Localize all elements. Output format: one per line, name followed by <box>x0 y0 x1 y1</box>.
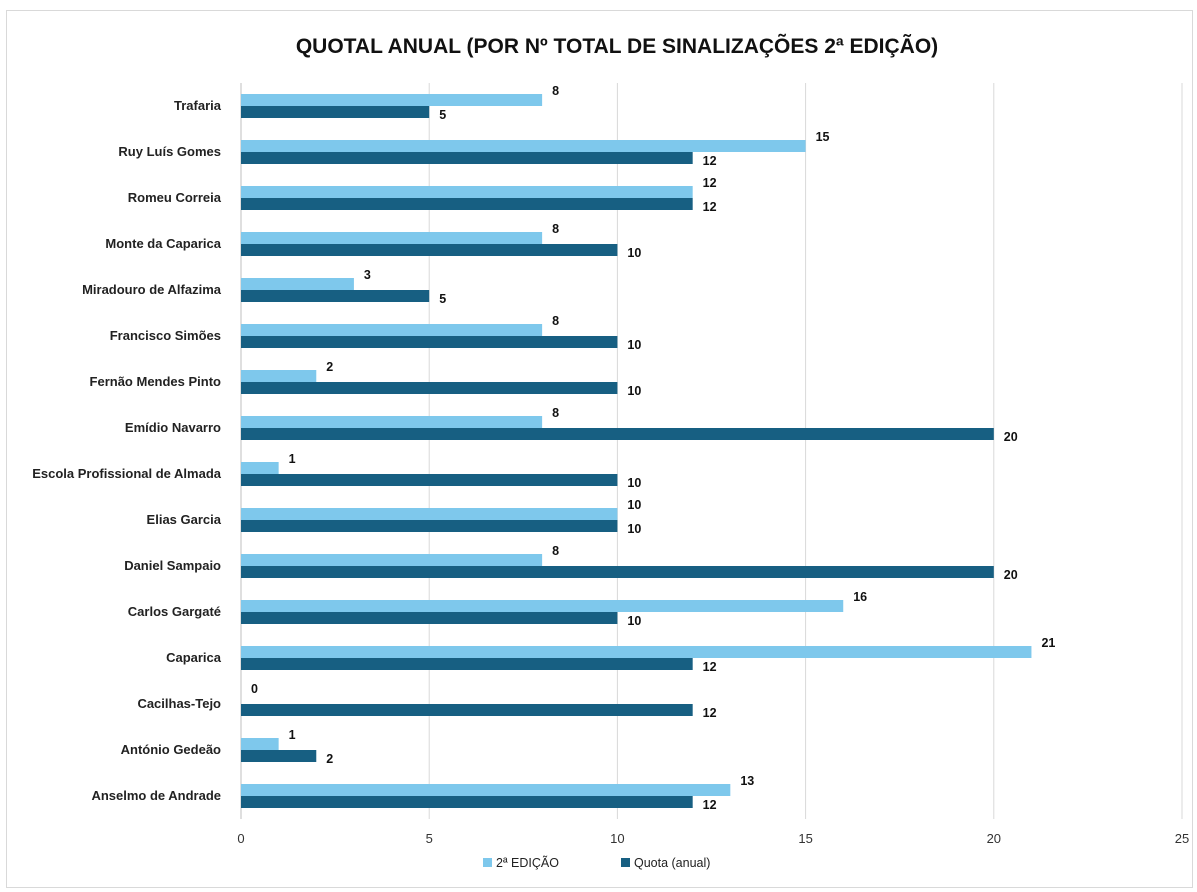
bar-2a-edicao <box>241 554 543 566</box>
category-label: Cacilhas-Tejo <box>137 696 221 711</box>
category-label: Anselmo de Andrade <box>91 788 221 803</box>
legend-swatch <box>483 858 492 867</box>
data-label: 8 <box>552 406 559 420</box>
bar-quota-anual <box>241 428 994 440</box>
legend-label: Quota (anual) <box>634 856 710 870</box>
data-label: 2 <box>326 752 333 766</box>
data-label: 8 <box>552 544 559 558</box>
bar-quota-anual <box>241 566 994 578</box>
data-label: 20 <box>1004 430 1018 444</box>
bar-quota-anual <box>241 796 693 808</box>
data-label: 12 <box>703 660 717 674</box>
data-label: 5 <box>439 292 446 306</box>
x-tick-label-20: 20 <box>987 831 1001 846</box>
bar-quota-anual <box>241 290 430 302</box>
category-label: Francisco Simões <box>110 328 221 343</box>
data-label: 10 <box>627 476 641 490</box>
data-label: 10 <box>627 246 641 260</box>
bar-2a-edicao <box>241 784 731 796</box>
category-label: Daniel Sampaio <box>124 558 221 573</box>
data-label: 10 <box>627 614 641 628</box>
bar-2a-edicao <box>241 508 618 520</box>
legend: 2ª EDIÇÃO Quota (anual) <box>483 856 710 870</box>
data-label: 5 <box>439 108 446 122</box>
bar-2a-edicao <box>241 738 279 750</box>
chart-title: QUOTAL ANUAL (POR Nº TOTAL DE SINALIZAÇÕ… <box>296 34 938 58</box>
category-label: Ruy Luís Gomes <box>118 144 221 159</box>
data-label: 1 <box>289 452 296 466</box>
category-label: Trafaria <box>174 98 222 113</box>
chart-container: QUOTAL ANUAL (POR Nº TOTAL DE SINALIZAÇÕ… <box>6 10 1193 888</box>
bar-2a-edicao <box>241 232 543 244</box>
bar-quota-anual <box>241 612 618 624</box>
data-label: 10 <box>627 498 641 512</box>
bar-quota-anual <box>241 520 618 532</box>
bar-2a-edicao <box>241 278 354 290</box>
data-label: 10 <box>627 522 641 536</box>
bar-2a-edicao <box>241 324 543 336</box>
data-label: 12 <box>703 154 717 168</box>
data-label: 2 <box>326 360 333 374</box>
x-tick-label-0: 0 <box>237 831 244 846</box>
bar-quota-anual <box>241 152 693 164</box>
data-label: 12 <box>703 706 717 720</box>
bar-2a-edicao <box>241 462 279 474</box>
bar-quota-anual <box>241 106 430 118</box>
category-label: António Gedeão <box>121 742 221 757</box>
category-label: Emídio Navarro <box>125 420 221 435</box>
bar-quota-anual <box>241 336 618 348</box>
x-tick-label-5: 5 <box>426 831 433 846</box>
data-label: 3 <box>364 268 371 282</box>
category-label: Elias Garcia <box>147 512 222 527</box>
bar-2a-edicao <box>241 140 806 152</box>
bars <box>241 94 1032 808</box>
x-tick-label-15: 15 <box>798 831 812 846</box>
data-label: 10 <box>627 384 641 398</box>
bar-chart: QUOTAL ANUAL (POR Nº TOTAL DE SINALIZAÇÕ… <box>32 34 1189 870</box>
data-label: 8 <box>552 222 559 236</box>
data-label: 8 <box>552 84 559 98</box>
category-label: Romeu Correia <box>128 190 222 205</box>
bar-2a-edicao <box>241 416 543 428</box>
category-label: Miradouro de Alfazima <box>82 282 222 297</box>
bar-quota-anual <box>241 658 693 670</box>
bar-2a-edicao <box>241 600 844 612</box>
data-label: 12 <box>703 176 717 190</box>
bar-2a-edicao <box>241 186 693 198</box>
data-label: 20 <box>1004 568 1018 582</box>
x-tick-label-25: 25 <box>1175 831 1189 846</box>
legend-label: 2ª EDIÇÃO <box>496 856 559 870</box>
bar-quota-anual <box>241 750 317 762</box>
category-label: Fernão Mendes Pinto <box>90 374 222 389</box>
data-label: 12 <box>703 798 717 812</box>
category-label: Monte da Caparica <box>105 236 221 251</box>
data-label: 1 <box>289 728 296 742</box>
category-label: Escola Profissional de Almada <box>32 466 222 481</box>
data-label: 16 <box>853 590 867 604</box>
x-tick-label-10: 10 <box>610 831 624 846</box>
category-label: Caparica <box>166 650 222 665</box>
bar-2a-edicao <box>241 646 1032 658</box>
bar-quota-anual <box>241 382 618 394</box>
bar-2a-edicao <box>241 370 317 382</box>
category-label: Carlos Gargaté <box>128 604 221 619</box>
bar-quota-anual <box>241 474 618 486</box>
data-label: 13 <box>740 774 754 788</box>
bar-quota-anual <box>241 198 693 210</box>
data-label: 15 <box>816 130 830 144</box>
data-label: 12 <box>703 200 717 214</box>
bar-2a-edicao <box>241 94 543 106</box>
legend-swatch <box>621 858 630 867</box>
data-label: 21 <box>1041 636 1055 650</box>
data-label: 8 <box>552 314 559 328</box>
bar-quota-anual <box>241 704 693 716</box>
data-label: 0 <box>251 682 258 696</box>
bar-quota-anual <box>241 244 618 256</box>
data-label: 10 <box>627 338 641 352</box>
